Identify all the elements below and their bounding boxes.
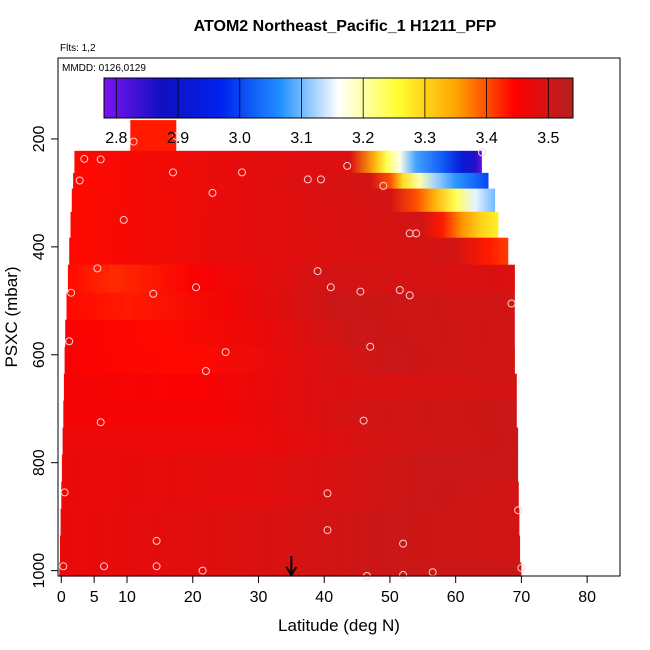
sample-point (100, 562, 108, 571)
arrow-head (285, 566, 298, 577)
sample-point (59, 562, 68, 571)
sample-point (75, 176, 84, 185)
sample-point (343, 161, 352, 170)
sample-point (356, 287, 365, 296)
y-tick-label: 1000 (31, 553, 48, 589)
sample-point (313, 267, 322, 276)
x-axis-label: Latitude (deg N) (278, 616, 400, 635)
sample-point (119, 215, 128, 224)
sample-point (96, 418, 105, 427)
colorbar-tick-label: 2.8 (105, 130, 127, 147)
sample-point (359, 416, 368, 425)
plot-frame (57, 57, 621, 577)
y-tick-label: 200 (31, 125, 48, 152)
sample-point (152, 562, 161, 571)
heatmap-layer (66, 292, 515, 321)
heatmap-layer (69, 237, 509, 266)
heatmap-layers (59, 120, 522, 577)
x-axis: 0 5 10 20 30 40 50 60 70 80 (57, 576, 596, 606)
sample-point (169, 168, 177, 177)
x-tick-label: 20 (184, 589, 202, 606)
x-tick-label: 0 (57, 589, 66, 606)
sample-point (208, 188, 217, 197)
sample-point (316, 175, 325, 184)
sample-point (405, 291, 414, 300)
x-tick-label: 10 (118, 589, 136, 606)
x-tick-label: 70 (513, 589, 531, 606)
sample-point (67, 288, 76, 297)
x-tick-label: 60 (447, 589, 465, 606)
heatmap-layer (62, 427, 519, 456)
heatmap-layer (65, 319, 515, 348)
x-tick-label: 40 (315, 589, 333, 606)
sample-point (129, 137, 138, 146)
colorbar-tick-label: 3.3 (414, 130, 436, 147)
sample-point (366, 342, 375, 351)
heatmap-layer (73, 172, 489, 190)
x-tick-label: 5 (90, 589, 99, 606)
heatmap-layer (130, 120, 177, 152)
sample-point (60, 488, 69, 497)
y-axis-label: PSXC (mbar) (2, 266, 21, 367)
sample-point (395, 286, 404, 294)
sample-point (96, 155, 105, 164)
colorbar-tick-label: 3.0 (229, 130, 251, 147)
sample-point (399, 570, 408, 579)
sample-point (152, 536, 161, 545)
sample-point (412, 229, 421, 238)
sample-points (59, 132, 526, 580)
sample-point (517, 563, 526, 572)
sample-point (514, 506, 523, 515)
y-tick-label: 800 (31, 449, 48, 476)
sample-point (192, 283, 200, 292)
sample-point (149, 289, 158, 298)
sample-point (323, 489, 332, 498)
sample-point (478, 148, 486, 157)
sample-point (80, 154, 89, 163)
heatmap-layer (61, 481, 519, 510)
sample-point (172, 132, 181, 141)
sample-point (303, 175, 312, 184)
heatmap-layer (64, 346, 515, 375)
y-tick-label: 600 (31, 341, 48, 368)
heatmap-layer (63, 373, 517, 402)
sample-point (221, 348, 230, 357)
sample-point (93, 264, 102, 273)
colorbar-swatch (103, 77, 574, 119)
colorbar: 2.8 2.9 3.0 3.1 3.2 3.3 3.4 3.5 (103, 77, 574, 147)
y-tick-label: 400 (31, 233, 48, 260)
heatmap-layer (60, 535, 521, 564)
x-tick-label: 50 (381, 589, 399, 606)
sample-point (379, 181, 388, 190)
heatmap-layer (71, 188, 496, 213)
heatmap-layer (74, 150, 482, 174)
colorbar-tick-label: 2.9 (167, 130, 189, 147)
sample-point (238, 168, 246, 177)
x-tick-label: 80 (578, 589, 596, 606)
sample-point (65, 337, 74, 346)
arrow-marker (285, 556, 298, 577)
heatmap-layer (63, 400, 517, 429)
heatmap-layer (70, 211, 499, 239)
colorbar-tick-label: 3.5 (537, 130, 559, 147)
x-tick-label: 30 (250, 589, 268, 606)
sample-point (198, 566, 207, 575)
dates-label: MMDD: 0126,0129 (62, 63, 146, 74)
sample-point (507, 299, 516, 308)
heatmap-layer (61, 454, 519, 483)
colorbar-tick-label: 3.2 (352, 130, 374, 147)
colorbar-tick-label: 3.4 (475, 130, 497, 147)
sample-point (201, 367, 210, 375)
sample-point (399, 539, 408, 548)
heatmap-layer (60, 508, 520, 537)
sample-point (323, 526, 332, 535)
y-axis: 200 400 600 800 1000 (31, 125, 58, 588)
chart-title: ATOM2 Northeast_Pacific_1 H1211_PFP (194, 18, 497, 35)
colorbar-tick-label: 3.1 (290, 130, 312, 147)
sample-point (326, 283, 335, 292)
heatmap-layer (67, 264, 515, 294)
flights-label: Flts: 1,2 (60, 43, 96, 54)
